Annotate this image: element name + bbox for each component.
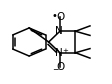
Text: −: − (52, 66, 58, 75)
Text: +: + (62, 48, 68, 54)
Text: N: N (55, 26, 63, 36)
Text: N: N (55, 48, 63, 58)
Text: O: O (56, 12, 64, 22)
Text: •: • (51, 11, 57, 21)
Text: O: O (56, 62, 64, 72)
